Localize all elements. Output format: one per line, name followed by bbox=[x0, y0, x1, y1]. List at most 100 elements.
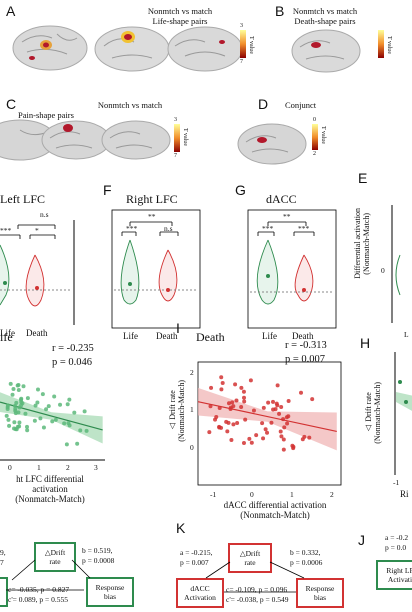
h-xtick: -1 bbox=[393, 478, 400, 487]
dacc-sig-top: ** bbox=[283, 212, 291, 221]
death-xtick-1: 0 bbox=[250, 490, 254, 499]
panel-label-g: G bbox=[235, 182, 246, 198]
death-ytick-0: 0 bbox=[190, 443, 194, 452]
j-a: a = -0.2 bbox=[385, 533, 409, 542]
colorbar-c bbox=[174, 124, 180, 152]
jleft-line2: 7 bbox=[0, 558, 4, 567]
death-xtick-3: 2 bbox=[330, 490, 334, 499]
panel-label-j: J bbox=[358, 532, 365, 548]
death-point bbox=[242, 395, 247, 400]
h-xlab: Ri bbox=[400, 489, 409, 499]
death-point bbox=[241, 389, 246, 394]
death-point bbox=[217, 405, 222, 410]
death-xtick-0: -1 bbox=[210, 490, 217, 499]
death-point bbox=[209, 385, 214, 390]
death-point bbox=[307, 435, 312, 440]
death-point bbox=[281, 447, 286, 452]
panel-label-k: K bbox=[176, 520, 186, 536]
k-a: a = -0.215, bbox=[180, 548, 213, 557]
life-confidence-band bbox=[0, 392, 103, 444]
death-confidence-band bbox=[198, 387, 337, 451]
left-lfc-sig-r: * bbox=[35, 226, 39, 235]
life-point bbox=[23, 411, 28, 416]
colorbar-d-bottom: 2 bbox=[313, 151, 316, 157]
panel-label-d: D bbox=[258, 96, 269, 112]
jleft-c1: c= -0.035, p = 0.827 bbox=[8, 585, 70, 594]
death-p: p = 0.007 bbox=[285, 354, 326, 365]
life-point bbox=[53, 417, 58, 422]
j-ap: p = 0.0 bbox=[385, 543, 407, 552]
h-ylabel: △ Drift rate (Nonmatch-Match) bbox=[364, 382, 382, 444]
life-point bbox=[75, 441, 80, 446]
life-point bbox=[46, 404, 51, 409]
death-point bbox=[235, 420, 240, 425]
life-point bbox=[35, 400, 40, 405]
dacc-x1: Life bbox=[262, 331, 277, 341]
life-point bbox=[52, 394, 57, 399]
colorbar-d bbox=[312, 124, 318, 150]
death-point bbox=[226, 401, 231, 406]
jleft-left-box bbox=[0, 577, 8, 607]
death-point bbox=[281, 417, 286, 422]
k-b: b = 0.332, bbox=[290, 548, 321, 557]
death-point bbox=[275, 403, 280, 408]
life-point bbox=[24, 424, 29, 429]
k-response-box: Response bias bbox=[296, 578, 344, 608]
death-point bbox=[271, 399, 276, 404]
life-point bbox=[58, 402, 63, 407]
right-lfc-sig-l: *** bbox=[126, 224, 138, 233]
life-point bbox=[67, 397, 72, 402]
life-xtick-1: 1 bbox=[37, 463, 41, 472]
h-axis bbox=[394, 352, 412, 475]
life-point bbox=[78, 428, 83, 433]
death-point bbox=[300, 437, 305, 442]
life-point bbox=[25, 396, 30, 401]
colorbar-c-unit: T value bbox=[182, 128, 188, 147]
jleft-bp: p = 0.0008 bbox=[82, 556, 115, 565]
dacc-sig-l: *** bbox=[262, 224, 274, 233]
life-point bbox=[17, 420, 22, 425]
life-point bbox=[12, 420, 17, 425]
life-point bbox=[5, 403, 10, 408]
life-point bbox=[16, 387, 21, 392]
death-point bbox=[208, 404, 213, 409]
death-point bbox=[243, 417, 248, 422]
death-point bbox=[269, 420, 274, 425]
death-point bbox=[225, 429, 230, 434]
life-point bbox=[14, 400, 19, 405]
life-point bbox=[32, 418, 37, 423]
life-point bbox=[65, 402, 70, 407]
panel-label-i: I bbox=[176, 320, 180, 336]
life-point bbox=[82, 409, 87, 414]
life-point bbox=[21, 384, 26, 389]
j-right-lfc-box: Right LF Activati bbox=[376, 560, 412, 590]
panel-label-c: C bbox=[6, 96, 17, 112]
life-point bbox=[25, 428, 30, 433]
life-point bbox=[12, 403, 17, 408]
brain-d bbox=[237, 123, 307, 165]
death-point bbox=[260, 421, 265, 426]
left-lfc-title: Left LFC bbox=[0, 192, 45, 206]
k-drift-box: △Drift rate bbox=[228, 543, 272, 573]
k-arrows bbox=[205, 561, 305, 593]
colorbar-c-top: 3 bbox=[174, 117, 177, 123]
panel-label-e: E bbox=[358, 170, 368, 186]
death-point bbox=[219, 387, 224, 392]
panel-b-title: Nonmtch vs match Death-shape pairs bbox=[292, 6, 358, 26]
panel-label-a: A bbox=[6, 3, 16, 19]
death-point bbox=[275, 383, 280, 388]
death-point bbox=[239, 385, 244, 390]
death-point bbox=[228, 405, 233, 410]
death-point bbox=[254, 433, 259, 438]
jleft-b: b = 0.519, bbox=[82, 546, 113, 555]
jleft-response-box: Response bias bbox=[86, 577, 134, 607]
death-point bbox=[261, 405, 266, 410]
left-lfc-x1: Life bbox=[0, 328, 15, 338]
panel-c-title1: Nonmtch vs match bbox=[97, 100, 163, 110]
death-point bbox=[285, 421, 290, 426]
death-point bbox=[299, 390, 304, 395]
death-point bbox=[279, 405, 284, 410]
death-point bbox=[249, 440, 254, 445]
life-xtick-0: 0 bbox=[8, 463, 12, 472]
life-point bbox=[13, 408, 18, 413]
